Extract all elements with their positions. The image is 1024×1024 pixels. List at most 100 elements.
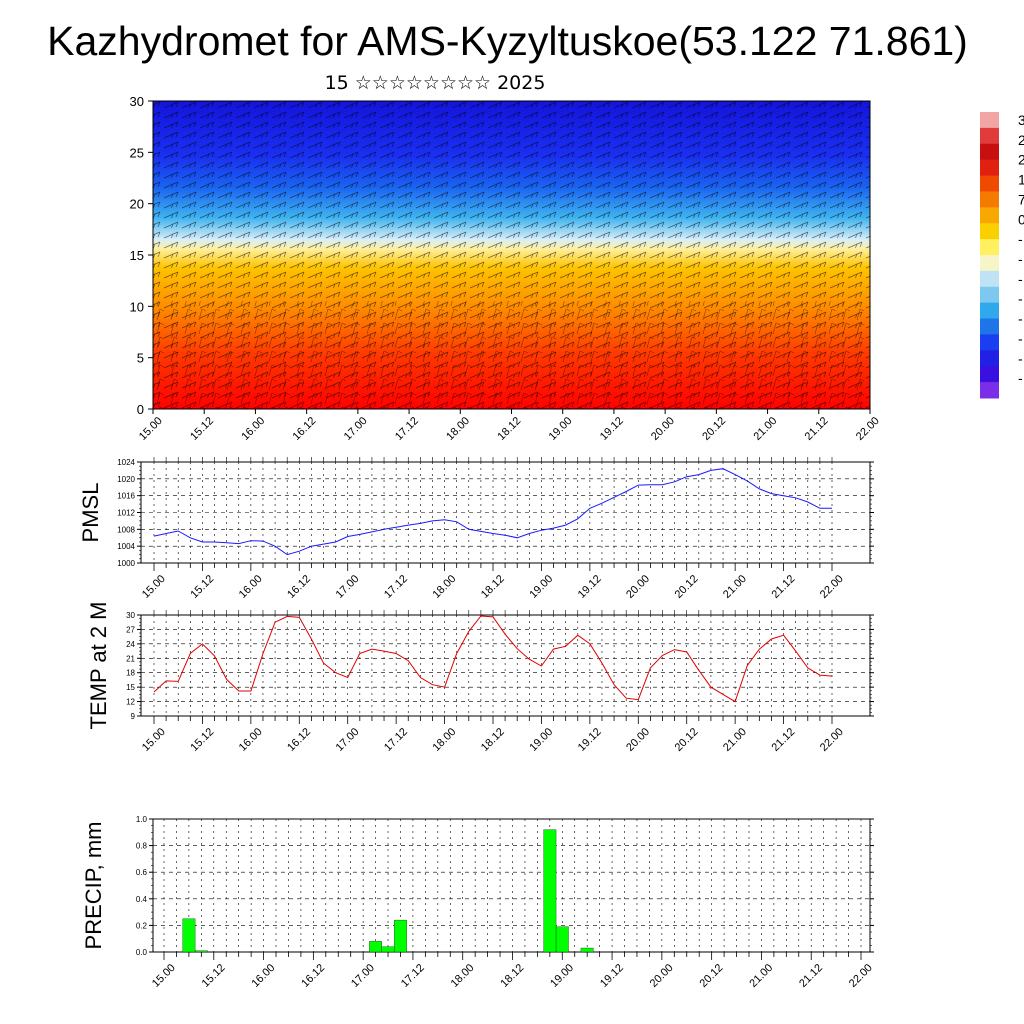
ytick-label: 1020: [117, 475, 135, 484]
temp-2m-panel: 9 12 15 18 21 24 27 30 15.00 15.12 16.00 16.12 17.00…: [86, 602, 874, 754]
xtick-label: 18.12: [498, 962, 526, 990]
colorbar-swatch: [980, 302, 999, 320]
series-line: [153, 615, 833, 703]
xtick-label: 21.12: [797, 962, 825, 990]
heat-ytick-label: 20: [130, 197, 144, 212]
heat-xtick-label: 20.12: [700, 415, 728, 443]
heat-ytick-label: 25: [130, 145, 144, 160]
colorbar-swatch: [980, 207, 999, 224]
ytick-label: 0.8: [136, 842, 148, 851]
xtick-label: 20.00: [648, 962, 676, 990]
heat-xtick-label: 21.00: [751, 415, 779, 443]
ytick-label: 12: [126, 698, 135, 707]
colorbar-label: -: [1018, 330, 1023, 346]
wind-barbs-lower: [153, 301, 870, 409]
xtick-label: 21.00: [721, 726, 749, 754]
colorbar-swatch: [980, 334, 999, 351]
colorbar-swatch: [980, 112, 999, 129]
precip-bar: [381, 946, 395, 953]
xtick-label: 18.00: [449, 962, 477, 990]
xtick-label: 18.12: [479, 726, 507, 754]
ytick-label: 27: [126, 625, 135, 634]
ytick-label: 0.6: [136, 868, 148, 877]
heat-xtick-label: 19.00: [547, 415, 575, 443]
ytick-label: 1016: [117, 492, 135, 501]
xtick-label: 22.00: [847, 962, 875, 990]
panel-frame: [152, 818, 871, 953]
xtick-label: 16.00: [237, 573, 265, 601]
precip-bar: [394, 919, 407, 953]
colorbar-label: 2: [1018, 152, 1024, 168]
xtick-label: 15.00: [150, 962, 178, 990]
xtick-label: 19.12: [576, 726, 604, 754]
xtick-label: 19.00: [548, 962, 576, 990]
pmsl-panel: 1000 1004 1008 1012 1016 1020 1024 15.00 15.12 16…: [78, 457, 874, 601]
xtick-label: 15.12: [188, 573, 216, 601]
heat-xtick-label: 17.00: [342, 415, 370, 443]
xtick-label: 17.00: [349, 962, 377, 990]
heat-xtick-label: 16.12: [291, 415, 319, 443]
colorbar-swatch: [980, 255, 999, 272]
precip-bar: [182, 918, 196, 953]
ytick-label: 0.4: [136, 895, 148, 904]
heat-ytick-label: 0: [137, 402, 144, 417]
colorbar-label: -: [1018, 271, 1023, 287]
heat-xtick-label: 18.00: [444, 415, 472, 443]
temperature-height-panel: 0 5 10 15 20 25 30 15.00 15.12 16.00 16.12 17.00 17.…: [130, 94, 882, 443]
chart-title: Kazhydromet for AMS-Kyzyltuskoe(53.122 7…: [47, 18, 968, 64]
ytick-label: 0.0: [136, 948, 148, 957]
heat-ytick-label: 5: [137, 351, 144, 366]
xtick-label: 22.00: [818, 573, 846, 601]
series-line: [153, 468, 832, 556]
colorbar-swatch: [980, 382, 999, 399]
ytick-label: 30: [126, 611, 135, 620]
colorbar: 3 2 2 1 7 0 - - - - - - - -: [980, 112, 1024, 399]
xtick-label: 17.12: [399, 962, 427, 990]
precip-bar: [543, 829, 557, 953]
ytick-label: 24: [126, 640, 135, 649]
colorbar-label: -: [1018, 370, 1023, 386]
xtick-label: 16.12: [299, 962, 327, 990]
colorbar-label: -: [1018, 350, 1023, 366]
precip-panel: 0.0 0.2 0.4 0.6 0.8 1.0 15.00 15.12 16.00 16.12 17…: [81, 815, 875, 990]
xtick-label: 20.12: [698, 962, 726, 990]
xtick-label: 21.00: [721, 573, 749, 601]
colorbar-swatch: [980, 159, 999, 177]
xtick-label: 17.00: [334, 726, 362, 754]
xtick-label: 21.00: [747, 962, 775, 990]
xtick-label: 16.12: [285, 573, 313, 601]
colorbar-label: -: [1018, 251, 1023, 267]
xtick-label: 20.12: [673, 726, 701, 754]
xtick-label: 19.00: [527, 726, 555, 754]
heat-xtick-label: 15.12: [188, 415, 216, 443]
colorbar-swatch: [980, 175, 999, 192]
colorbar-swatch: [980, 239, 999, 256]
xtick-label: 17.00: [334, 573, 362, 601]
ytick-label: 1012: [117, 509, 135, 518]
heat-xtick-label: 18.12: [495, 415, 523, 443]
colorbar-swatch: [980, 127, 999, 145]
xtick-label: 19.12: [576, 573, 604, 601]
xtick-label: 15.00: [140, 726, 168, 754]
colorbar-label: 1: [1018, 172, 1024, 188]
precip-bar: [369, 941, 382, 953]
heat-xtick-label: 19.12: [598, 415, 626, 443]
xtick-label: 15.00: [140, 573, 168, 601]
xtick-label: 18.00: [430, 573, 458, 601]
xtick-label: 15.12: [188, 726, 216, 754]
heat-xtick-label: 16.00: [239, 415, 267, 443]
panel-frame: [140, 614, 871, 717]
ytick-label: 21: [126, 654, 135, 663]
xtick-label: 17.12: [382, 573, 410, 601]
xtick-label: 19.00: [527, 573, 555, 601]
colorbar-label: -: [1018, 311, 1023, 327]
heat-ytick-label: 15: [130, 248, 144, 263]
colorbar-swatch: [980, 350, 999, 367]
xtick-label: 19.12: [598, 962, 626, 990]
xtick-label: 21.12: [769, 726, 797, 754]
xtick-label: 22.00: [818, 726, 846, 754]
colorbar-swatch: [980, 143, 999, 161]
xtick-label: 20.00: [624, 726, 652, 754]
chart-subtitle: 15 ☆☆☆☆☆☆☆☆ 2025: [324, 72, 546, 94]
